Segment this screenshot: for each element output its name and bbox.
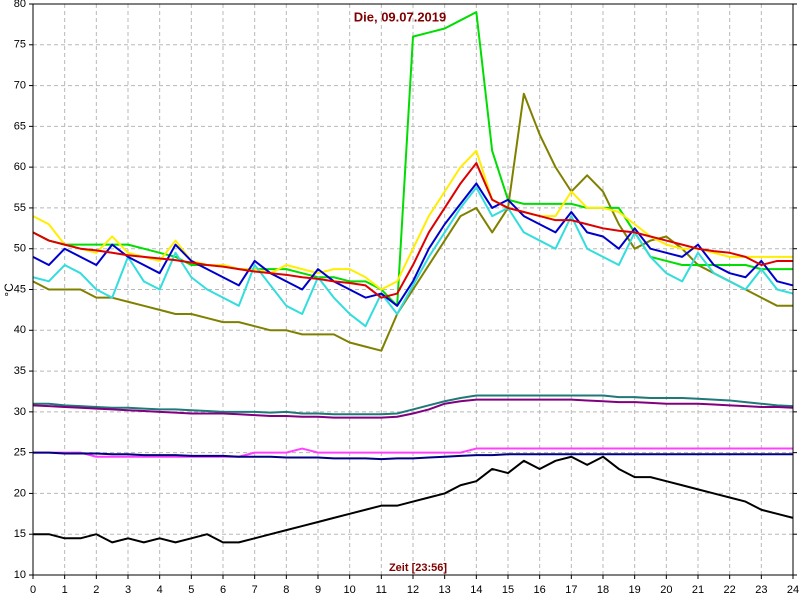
x-tick-label: 17 — [565, 584, 577, 596]
y-tick-label: 10 — [14, 569, 26, 581]
lines — [32, 11, 794, 544]
x-tick-label: 16 — [534, 584, 546, 596]
x-tick-label: 14 — [470, 584, 482, 596]
y-tick-label: 15 — [14, 528, 26, 540]
y-tick-label: 35 — [14, 365, 26, 377]
x-tick-label: 8 — [283, 584, 289, 596]
x-tick-label: 23 — [755, 584, 767, 596]
series-line — [32, 398, 794, 419]
y-tick-label: 65 — [14, 120, 26, 132]
series-line — [33, 394, 794, 416]
x-tick-label: 24 — [787, 584, 799, 596]
x-axis-label: Zeit [23:56] — [389, 562, 447, 574]
x-tick-label: 7 — [252, 584, 258, 596]
x-tick-label: 19 — [629, 584, 641, 596]
plot-frame — [32, 3, 794, 576]
y-tick-label: 30 — [14, 406, 26, 418]
series-line — [32, 149, 793, 291]
series-line — [32, 92, 793, 352]
x-tick-label: 2 — [93, 584, 99, 596]
x-tick-label: 21 — [692, 584, 704, 596]
y-tick-label: 75 — [14, 39, 26, 51]
y-axis-label: °C — [2, 283, 16, 297]
series-line — [32, 182, 794, 307]
y-tick-label: 20 — [14, 487, 26, 499]
chart-title: Die, 09.07.2019 — [354, 9, 447, 24]
x-tick-label: 4 — [157, 584, 163, 596]
x-tick-label: 9 — [315, 584, 321, 596]
y-tick-label: 55 — [14, 202, 26, 214]
x-tick-label: 0 — [30, 584, 36, 596]
y-tick-label: 45 — [14, 283, 26, 295]
x-tick-label: 3 — [125, 584, 131, 596]
x-tick-label: 22 — [724, 584, 736, 596]
series-line — [33, 451, 793, 461]
series-line — [33, 455, 794, 544]
x-tick-label: 18 — [597, 584, 609, 596]
y-tick-label: 80 — [14, 0, 26, 10]
x-tick-label: 15 — [502, 584, 514, 596]
y-tick-label: 50 — [14, 243, 26, 255]
y-tick-label: 40 — [14, 324, 26, 336]
y-tick-label: 25 — [14, 447, 26, 459]
y-tick-label: 60 — [14, 161, 26, 173]
series-line — [32, 11, 793, 307]
x-tick-label: 6 — [220, 584, 226, 596]
x-tick-label: 11 — [376, 584, 387, 596]
x-tick-label: 12 — [407, 584, 419, 596]
x-tick-label: 10 — [344, 584, 356, 596]
x-tick-label: 1 — [62, 584, 68, 596]
x-tick-label: 20 — [660, 584, 672, 596]
series-line — [33, 447, 793, 458]
x-tick-label: 13 — [439, 584, 451, 596]
y-tick-label: 70 — [14, 79, 26, 91]
series-line — [32, 162, 793, 299]
x-tick-label: 5 — [188, 584, 194, 596]
series-line — [32, 186, 794, 328]
